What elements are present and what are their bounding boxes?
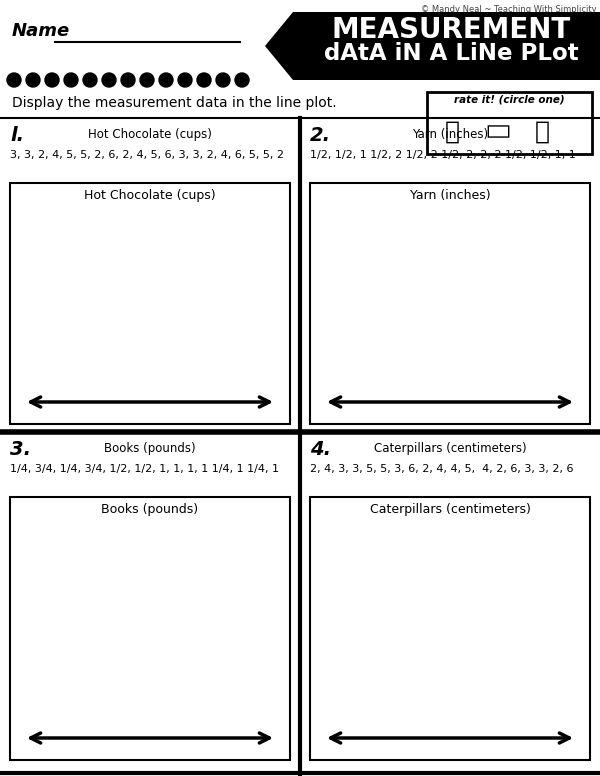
Text: Hot Chocolate (cups): Hot Chocolate (cups) [84, 189, 216, 202]
Circle shape [7, 73, 21, 87]
Text: Yarn (inches): Yarn (inches) [410, 189, 490, 202]
Text: Display the measurement data in the line plot.: Display the measurement data in the line… [12, 96, 337, 110]
Text: 3.: 3. [10, 440, 31, 459]
Text: 3, 3, 2, 4, 5, 5, 2, 6, 2, 4, 5, 6, 3, 3, 2, 4, 6, 5, 5, 2: 3, 3, 2, 4, 5, 5, 2, 6, 2, 4, 5, 6, 3, 3… [10, 150, 284, 160]
Text: 1/2, 1/2, 1 1/2, 2 1/2, 2 1/2, 2, 2, 2 1/2, 1/2, 1, 1: 1/2, 1/2, 1 1/2, 2 1/2, 2 1/2, 2, 2, 2 1… [310, 150, 576, 160]
Text: 4.: 4. [310, 440, 331, 459]
Text: Caterpillars (centimeters): Caterpillars (centimeters) [374, 442, 526, 455]
Circle shape [216, 73, 230, 87]
Polygon shape [265, 12, 600, 80]
Text: 2, 4, 3, 3, 5, 5, 3, 6, 2, 4, 4, 5,  4, 2, 6, 3, 3, 2, 6: 2, 4, 3, 3, 5, 5, 3, 6, 2, 4, 4, 5, 4, 2… [310, 464, 574, 474]
Text: Yarn (inches): Yarn (inches) [412, 128, 488, 141]
Text: 2.: 2. [310, 126, 331, 145]
Text: Caterpillars (centimeters): Caterpillars (centimeters) [370, 503, 530, 516]
Text: Books (pounds): Books (pounds) [101, 503, 199, 516]
Text: Hot Chocolate (cups): Hot Chocolate (cups) [88, 128, 212, 141]
Circle shape [159, 73, 173, 87]
Text: 👍: 👍 [485, 124, 509, 140]
Bar [310, 183, 590, 424]
Circle shape [26, 73, 40, 87]
Text: Name: Name [12, 22, 70, 40]
Circle shape [45, 73, 59, 87]
Text: MEASUREMENT: MEASUREMENT [332, 16, 571, 44]
Text: dAtA iN A LiNe PLot: dAtA iN A LiNe PLot [324, 42, 579, 65]
Bar [10, 497, 290, 760]
Circle shape [102, 73, 116, 87]
Text: © Mandy Neal ~ Teaching With Simplicity: © Mandy Neal ~ Teaching With Simplicity [421, 5, 597, 14]
Circle shape [121, 73, 135, 87]
Circle shape [83, 73, 97, 87]
Bar [10, 183, 290, 424]
Bar [310, 497, 590, 760]
Text: rate it! (circle one): rate it! (circle one) [454, 94, 565, 104]
Text: l.: l. [10, 126, 24, 145]
Circle shape [197, 73, 211, 87]
Circle shape [178, 73, 192, 87]
Bar [427, 92, 592, 154]
Text: Books (pounds): Books (pounds) [104, 442, 196, 455]
Text: 1/4, 3/4, 1/4, 3/4, 1/2, 1/2, 1, 1, 1, 1 1/4, 1 1/4, 1: 1/4, 3/4, 1/4, 3/4, 1/2, 1/2, 1, 1, 1, 1… [10, 464, 279, 474]
Circle shape [64, 73, 78, 87]
Circle shape [140, 73, 154, 87]
Circle shape [235, 73, 249, 87]
Text: 👍: 👍 [445, 120, 460, 144]
Text: 👎: 👎 [535, 120, 550, 144]
